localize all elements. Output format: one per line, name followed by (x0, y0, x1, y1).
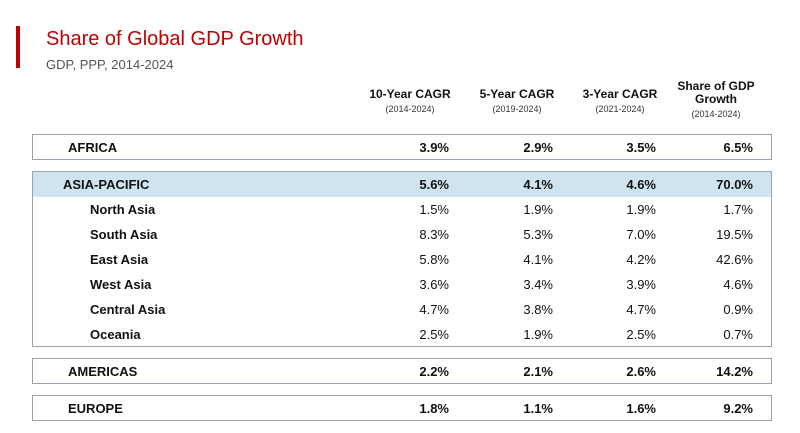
value-cell: 7.0% (626, 227, 656, 242)
value-cell: 2.6% (626, 364, 656, 379)
region-label: ASIA-PACIFIC (63, 177, 150, 192)
value-cell: 3.4% (523, 277, 553, 292)
value-cell: 42.6% (716, 252, 753, 267)
value-cell: 9.2% (723, 401, 753, 416)
region-row: ASIA-PACIFIC 5.6% 4.1% 4.6% 70.0% (33, 172, 771, 197)
subregion-row: South Asia 8.3% 5.3% 7.0% 19.5% (33, 222, 771, 247)
subregion-row: Oceania 2.5% 1.9% 2.5% 0.7% (33, 322, 771, 347)
value-cell: 0.7% (723, 327, 753, 342)
value-cell: 1.8% (419, 401, 449, 416)
value-cell: 2.1% (523, 364, 553, 379)
value-cell: 14.2% (716, 364, 753, 379)
column-header: Share of GDP Growth (2014-2024) (656, 79, 776, 120)
title-accent-bar (16, 26, 20, 68)
subregion-row: West Asia 3.6% 3.4% 3.9% 4.6% (33, 272, 771, 297)
region-row: AFRICA 3.9% 2.9% 3.5% 6.5% (33, 135, 771, 160)
column-header-period: (2021-2024) (595, 104, 645, 114)
value-cell: 4.1% (523, 177, 553, 192)
subregion-row: East Asia 5.8% 4.1% 4.2% 42.6% (33, 247, 771, 272)
value-cell: 0.9% (723, 302, 753, 317)
value-cell: 19.5% (716, 227, 753, 242)
value-cell: 70.0% (716, 177, 753, 192)
value-cell: 3.9% (626, 277, 656, 292)
subregion-label: North Asia (90, 202, 156, 217)
column-header-title: 5-Year CAGR (479, 87, 555, 101)
subregion-label: East Asia (90, 252, 149, 267)
value-cell: 1.7% (723, 202, 753, 217)
value-cell: 3.9% (419, 140, 449, 155)
column-header-period: (2019-2024) (492, 104, 542, 114)
value-cell: 4.6% (723, 277, 753, 292)
value-cell: 6.5% (723, 140, 753, 155)
subregion-row: North Asia 1.5% 1.9% 1.9% 1.7% (33, 197, 771, 222)
value-cell: 5.6% (419, 177, 449, 192)
region-group: AMERICAS 2.2% 2.1% 2.6% 14.2% (32, 358, 772, 384)
column-header: 5-Year CAGR (2019-2024) (457, 87, 577, 115)
subregion-label: West Asia (90, 277, 152, 292)
region-group: EUROPE 1.8% 1.1% 1.6% 9.2% (32, 395, 772, 421)
column-header-title: 3-Year CAGR (582, 87, 658, 101)
region-label: AFRICA (68, 140, 118, 155)
value-cell: 1.9% (523, 202, 553, 217)
column-header-title: Share of GDP Growth (677, 79, 755, 106)
region-label: AMERICAS (68, 364, 138, 379)
chart-title: Share of Global GDP Growth (46, 28, 304, 50)
value-cell: 1.9% (626, 202, 656, 217)
value-cell: 2.5% (626, 327, 656, 342)
value-cell: 3.8% (523, 302, 553, 317)
region-row: EUROPE 1.8% 1.1% 1.6% 9.2% (33, 396, 771, 421)
subregion-label: South Asia (90, 227, 158, 242)
value-cell: 5.8% (419, 252, 449, 267)
value-cell: 4.7% (419, 302, 449, 317)
region-group: AFRICA 3.9% 2.9% 3.5% 6.5% (32, 134, 772, 160)
chart-subtitle: GDP, PPP, 2014-2024 (46, 57, 174, 72)
column-header: 3-Year CAGR (2021-2024) (560, 87, 680, 115)
value-cell: 4.2% (626, 252, 656, 267)
subregion-label: Central Asia (90, 302, 166, 317)
value-cell: 1.5% (419, 202, 449, 217)
value-cell: 1.1% (523, 401, 553, 416)
value-cell: 2.5% (419, 327, 449, 342)
region-group: ASIA-PACIFIC 5.6% 4.1% 4.6% 70.0% North Asia 1… (32, 171, 772, 347)
value-cell: 4.1% (523, 252, 553, 267)
subregion-label: Oceania (90, 327, 141, 342)
value-cell: 3.5% (626, 140, 656, 155)
value-cell: 8.3% (419, 227, 449, 242)
region-label: EUROPE (68, 401, 123, 416)
column-header-period: (2014-2024) (691, 109, 741, 119)
value-cell: 4.6% (626, 177, 656, 192)
region-row: AMERICAS 2.2% 2.1% 2.6% 14.2% (33, 359, 771, 384)
value-cell: 5.3% (523, 227, 553, 242)
value-cell: 4.7% (626, 302, 656, 317)
value-cell: 1.9% (523, 327, 553, 342)
column-header-title: 10-Year CAGR (369, 87, 451, 101)
value-cell: 2.2% (419, 364, 449, 379)
value-cell: 1.6% (626, 401, 656, 416)
subregion-row: Central Asia 4.7% 3.8% 4.7% 0.9% (33, 297, 771, 322)
column-header: 10-Year CAGR (2014-2024) (350, 87, 470, 115)
value-cell: 2.9% (523, 140, 553, 155)
column-header-period: (2014-2024) (385, 104, 435, 114)
value-cell: 3.6% (419, 277, 449, 292)
